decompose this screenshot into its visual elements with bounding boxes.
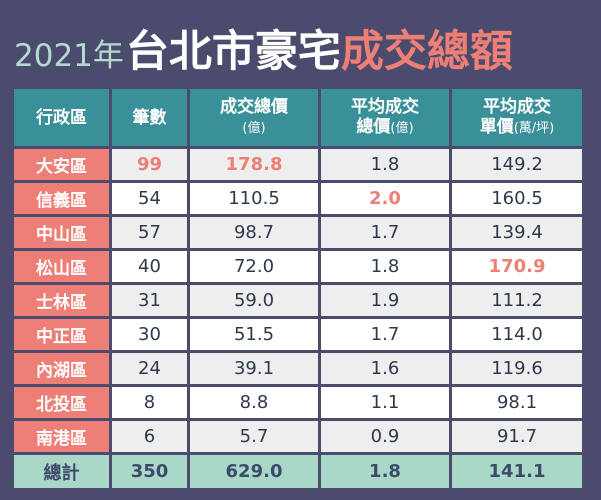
- cell-avg-unit-price: 91.7: [452, 421, 582, 452]
- cell-count: 30: [112, 319, 187, 350]
- cell-count: 57: [112, 217, 187, 248]
- header-count: 筆數: [112, 89, 187, 146]
- cell-total-price: 72.0: [190, 251, 318, 282]
- table-row: 北投區 8 8.8 1.1 98.1: [14, 387, 582, 418]
- cell-avg-total-price: 0.9: [321, 421, 449, 452]
- cell-avg-unit-price: 114.0: [452, 319, 582, 350]
- cell-total-price: 178.8: [190, 149, 318, 180]
- title-year: 2021年: [14, 38, 124, 74]
- cell-avg-total-price: 1.7: [321, 319, 449, 350]
- cell-avg-total-price: 1.9: [321, 285, 449, 316]
- cell-district: 南港區: [14, 421, 109, 452]
- cell-avg-unit-price: 98.1: [452, 387, 582, 418]
- title-accent: 成交總額: [340, 27, 513, 77]
- cell-count: 54: [112, 183, 187, 214]
- cell-total-price: 98.7: [190, 217, 318, 248]
- cell-avg-total-price: 2.0: [321, 183, 449, 214]
- cell-district: 內湖區: [14, 353, 109, 384]
- cell-avg-unit-price: 170.9: [452, 251, 582, 282]
- header-row: 行政區 筆數 成交總價 (億) 平均成交 總價(億) 平均成交 單價(萬/坪): [14, 89, 582, 146]
- cell-avg-total-price: 1.6: [321, 353, 449, 384]
- cell-total-price: 39.1: [190, 353, 318, 384]
- total-avg-unit-price: 141.1: [452, 455, 582, 488]
- cell-district: 北投區: [14, 387, 109, 418]
- total-count: 350: [112, 455, 187, 488]
- cell-total-price: 59.0: [190, 285, 318, 316]
- total-avg-total-price: 1.8: [321, 455, 449, 488]
- cell-avg-total-price: 1.7: [321, 217, 449, 248]
- cell-avg-unit-price: 149.2: [452, 149, 582, 180]
- cell-avg-total-price: 1.1: [321, 387, 449, 418]
- cell-total-price: 51.5: [190, 319, 318, 350]
- header-district: 行政區: [14, 89, 109, 146]
- table-row: 信義區 54 110.5 2.0 160.5: [14, 183, 582, 214]
- title-main: 台北市豪宅: [125, 27, 341, 77]
- cell-total-price: 5.7: [190, 421, 318, 452]
- page-title: 2021年 台北市豪宅 成交總額: [14, 18, 513, 78]
- table-row: 中正區 30 51.5 1.7 114.0: [14, 319, 582, 350]
- cell-avg-unit-price: 139.4: [452, 217, 582, 248]
- cell-count: 40: [112, 251, 187, 282]
- header-avg-unit-price: 平均成交 單價(萬/坪): [452, 89, 582, 146]
- header-avg-total-price: 平均成交 總價(億): [321, 89, 449, 146]
- cell-district: 大安區: [14, 149, 109, 180]
- cell-avg-unit-price: 160.5: [452, 183, 582, 214]
- total-total-price: 629.0: [190, 455, 318, 488]
- total-row: 總計 350 629.0 1.8 141.1: [14, 455, 582, 488]
- cell-avg-total-price: 1.8: [321, 149, 449, 180]
- cell-district: 中山區: [14, 217, 109, 248]
- cell-count: 31: [112, 285, 187, 316]
- cell-district: 中正區: [14, 319, 109, 350]
- header-total-price: 成交總價 (億): [190, 89, 318, 146]
- cell-count: 8: [112, 387, 187, 418]
- total-district: 總計: [14, 455, 109, 488]
- table-row: 中山區 57 98.7 1.7 139.4: [14, 217, 582, 248]
- cell-count: 6: [112, 421, 187, 452]
- cell-avg-total-price: 1.8: [321, 251, 449, 282]
- cell-avg-unit-price: 119.6: [452, 353, 582, 384]
- table-row: 大安區 99 178.8 1.8 149.2: [14, 149, 582, 180]
- cell-district: 松山區: [14, 251, 109, 282]
- cell-count: 99: [112, 149, 187, 180]
- cell-district: 士林區: [14, 285, 109, 316]
- transaction-table: 行政區 筆數 成交總價 (億) 平均成交 總價(億) 平均成交 單價(萬/坪) 大安區…: [11, 86, 585, 491]
- cell-total-price: 8.8: [190, 387, 318, 418]
- table-row: 松山區 40 72.0 1.8 170.9: [14, 251, 582, 282]
- table-row: 南港區 6 5.7 0.9 91.7: [14, 421, 582, 452]
- table-row: 士林區 31 59.0 1.9 111.2: [14, 285, 582, 316]
- cell-total-price: 110.5: [190, 183, 318, 214]
- table-row: 內湖區 24 39.1 1.6 119.6: [14, 353, 582, 384]
- cell-district: 信義區: [14, 183, 109, 214]
- cell-avg-unit-price: 111.2: [452, 285, 582, 316]
- cell-count: 24: [112, 353, 187, 384]
